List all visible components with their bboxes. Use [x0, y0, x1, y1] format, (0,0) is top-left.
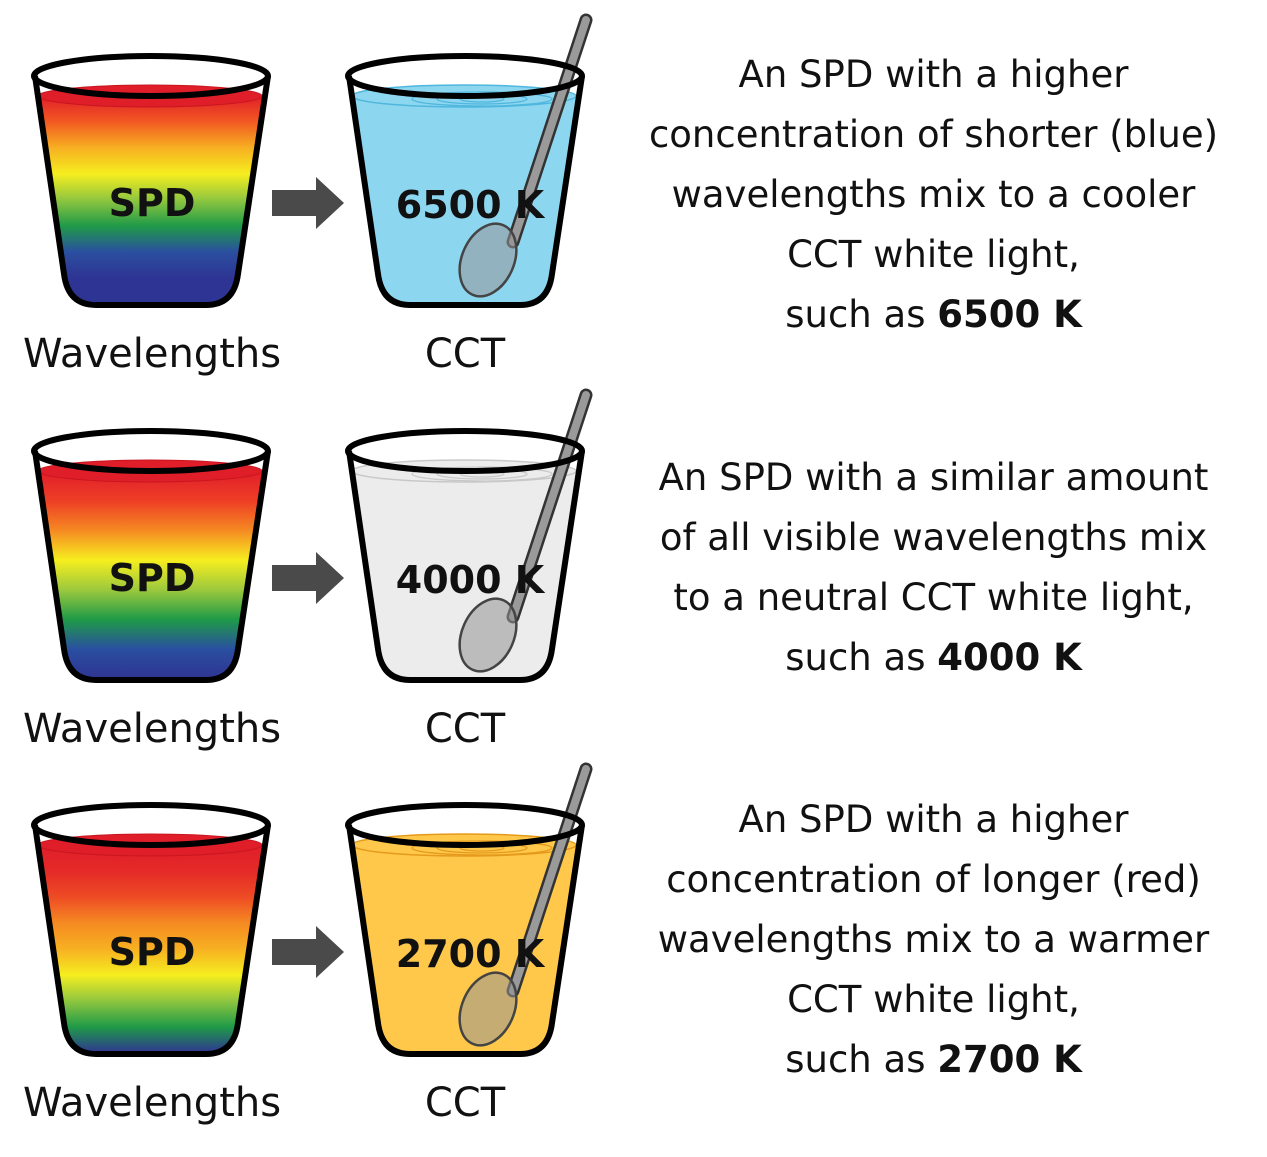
description-line: wavelengths mix to a warmer	[657, 918, 1210, 961]
description-line: An SPD with a higher	[738, 53, 1129, 96]
cup-outline	[346, 824, 585, 1057]
spoon-icon	[458, 762, 593, 1047]
wavelengths-caption: Wavelengths	[23, 706, 281, 752]
description-lead: such as	[785, 636, 938, 679]
cup-outline	[32, 824, 271, 1057]
cup-rim	[345, 53, 585, 99]
spd-cup: SPD	[31, 53, 271, 308]
description-line: CCT white light,	[787, 978, 1080, 1021]
description-value: 4000 K	[937, 636, 1082, 679]
cct-caption: CCT	[425, 1080, 506, 1126]
cup-rim	[31, 53, 271, 99]
description-value: 2700 K	[937, 1038, 1082, 1081]
description-lead: such as	[785, 293, 938, 336]
cct-caption: CCT	[425, 331, 506, 377]
spd-label: SPD	[109, 556, 196, 600]
cup-outline	[346, 75, 585, 308]
cup-rim	[31, 802, 271, 848]
spoon-icon	[458, 13, 593, 298]
arrow-right-icon	[272, 552, 344, 604]
description-value: 6500 K	[937, 293, 1082, 336]
cct-liquid	[352, 471, 576, 679]
cct-cup: 2700 K	[345, 762, 593, 1057]
row-description: An SPD with a similar amount of all visi…	[600, 448, 1267, 688]
wavelengths-caption: Wavelengths	[23, 1080, 281, 1126]
ripple	[411, 840, 553, 856]
description-line-last: such as 4000 K	[600, 628, 1267, 688]
description-line: CCT white light,	[787, 233, 1080, 276]
cct-value-label: 6500 K	[396, 183, 546, 227]
cct-liquid	[352, 96, 576, 304]
description-line: concentration of longer (red)	[666, 858, 1201, 901]
spoon-bowl	[458, 597, 518, 673]
spoon-bowl	[458, 222, 518, 298]
cup-rim	[345, 428, 585, 474]
diagram-row: SPD Wavelengths 6500 K CCT	[23, 13, 593, 377]
spoon-icon	[458, 388, 593, 673]
description-lead: such as	[785, 1038, 938, 1081]
description-line: An SPD with a higher	[738, 798, 1129, 841]
description-line: An SPD with a similar amount	[658, 456, 1209, 499]
spd-liquid	[38, 471, 262, 679]
description-line: wavelengths mix to a cooler	[671, 173, 1196, 216]
arrow-right-icon	[272, 177, 344, 229]
description-line: concentration of shorter (blue)	[648, 113, 1219, 156]
cct-caption: CCT	[425, 706, 506, 752]
description-line: of all visible wavelengths mix	[659, 516, 1208, 559]
cct-cup: 6500 K	[345, 13, 593, 308]
cct-cup: 4000 K	[345, 388, 593, 683]
wavelengths-caption: Wavelengths	[23, 331, 281, 377]
spoon-handle	[509, 391, 590, 621]
description-line: to a neutral CCT white light,	[673, 576, 1194, 619]
cup-outline	[346, 450, 585, 683]
description-line-last: such as 2700 K	[600, 1030, 1267, 1090]
cup-rim	[345, 802, 585, 848]
diagram-row: SPD Wavelengths 2700 K CCT	[23, 762, 593, 1126]
spoon-handle	[509, 16, 590, 246]
cup-outline	[32, 75, 271, 308]
cup-rim	[31, 428, 271, 474]
row-description: An SPD with a higher concentration of lo…	[600, 790, 1267, 1090]
cct-liquid	[352, 845, 576, 1053]
ripple	[411, 91, 553, 107]
spd-label: SPD	[109, 930, 196, 974]
row-description: An SPD with a higher concentration of sh…	[600, 45, 1267, 345]
spd-label: SPD	[109, 181, 196, 225]
spd-cup: SPD	[31, 428, 271, 683]
diagram-row: SPD Wavelengths 4000 K CCT	[23, 388, 593, 752]
spd-liquid	[38, 96, 262, 304]
cup-outline	[32, 450, 271, 683]
spd-liquid	[38, 845, 262, 1053]
cct-value-label: 2700 K	[396, 932, 546, 976]
spd-cup: SPD	[31, 802, 271, 1057]
ripple	[411, 466, 553, 482]
arrow-right-icon	[272, 926, 344, 978]
spoon-handle	[509, 765, 590, 995]
spoon-bowl	[458, 971, 518, 1047]
cct-value-label: 4000 K	[396, 558, 546, 602]
description-line-last: such as 6500 K	[600, 285, 1267, 345]
